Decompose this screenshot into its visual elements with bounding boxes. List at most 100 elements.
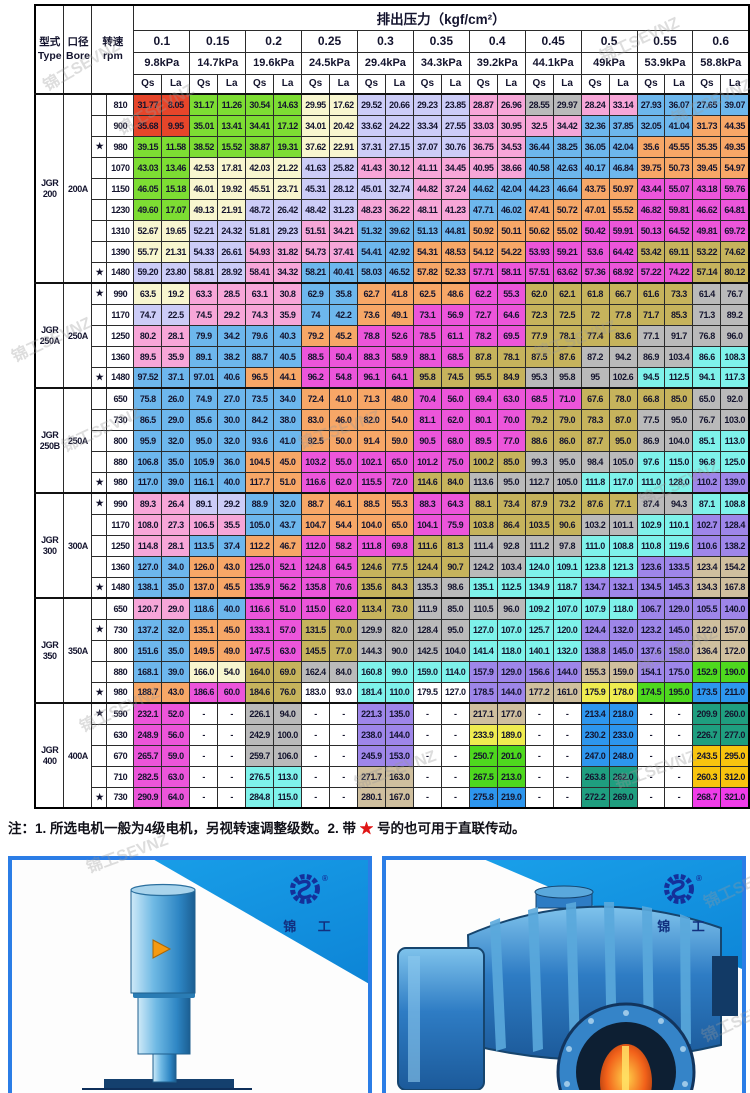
qs-cell: 45.31 [301,177,331,200]
la-cell: 321.0 [720,786,750,809]
qs-cell: 160.8 [356,660,386,683]
qs-cell: 116.6 [245,597,275,620]
qs-cell: 94.5 [636,366,666,389]
qs-cell: - [301,723,331,746]
la-cell: 233.0 [608,723,638,746]
bore-cell: 250A [63,282,93,389]
subcol-header: La [384,73,414,95]
la-cell: 105.0 [608,450,638,473]
header-speed: 转速 rpm [91,4,135,95]
la-cell: 50.97 [608,177,638,200]
la-cell: 45.55 [664,135,694,158]
qs-cell: 63.5 [133,282,163,305]
la-cell: 77.0 [496,429,526,452]
la-cell: 19.65 [161,219,191,242]
la-cell: 144.0 [552,660,582,683]
qs-cell: 72.3 [524,303,554,326]
qs-cell: 43.44 [636,177,666,200]
la-cell: 69.5 [496,324,526,347]
la-cell: 65.0 [384,513,414,536]
la-cell: - [664,723,694,746]
type-cell: JGR 200 [34,93,65,284]
la-cell: 29.2 [217,303,247,326]
la-cell: - [552,786,582,809]
brand-logo-text: 锦 工 [657,919,714,934]
spec-table-wrap: 型式 Type 口径 Bore 转速 rpm 排出压力（kgf/cm²） 0.1 0.15… [34,4,750,809]
qs-cell: 36.44 [524,135,554,158]
qs-cell: 53.93 [524,240,554,263]
footnote-text-2: 号的也可用于直联传动。 [377,821,526,836]
qs-cell: 135.8 [301,576,331,599]
star-cell [91,744,108,767]
subcol-header: Qs [692,73,722,95]
la-cell: 41.0 [273,429,303,452]
la-cell: 41.0 [329,387,358,410]
qs-cell: 110.6 [692,534,722,557]
qs-cell: 111.2 [524,534,554,557]
qs-cell: 42.03 [245,156,275,179]
la-cell: 175.0 [664,660,694,683]
la-cell: 17.62 [329,93,358,116]
la-cell: - [329,765,358,788]
bore-cell: 400A [63,702,93,809]
la-cell: - [664,744,694,767]
qs-cell: 96.8 [692,450,722,473]
qs-cell: 92.5 [301,429,331,452]
qs-cell: 48.42 [301,198,331,221]
star-cell: ★ [91,492,108,515]
la-cell: 70.0 [329,618,358,641]
la-cell: 39.07 [720,93,750,116]
star-cell [91,240,108,263]
star-cell: ★ [91,576,108,599]
la-cell: 39.62 [384,219,414,242]
subcol-header: Qs [636,73,666,95]
la-cell: 68.5 [440,345,470,368]
qs-cell: 123.6 [636,555,666,578]
brand-logo-text: 锦 工 [283,919,340,934]
la-cell: - [552,765,582,788]
la-cell: 55.02 [552,219,582,242]
qs-cell: 103.2 [301,450,331,473]
la-cell: 70.6 [329,576,358,599]
qs-cell: 78.2 [468,324,498,347]
qs-cell: 88.5 [301,345,331,368]
qs-cell: 159.0 [412,660,442,683]
table-row: 880 106.8 35.0 105.9 36.0 104.5 45.0 103.2 55.0 1… [35,450,750,473]
la-cell: 32.0 [273,492,303,515]
la-cell: 94.0 [273,702,303,725]
qs-cell: 88.1 [412,345,442,368]
la-cell: 129.0 [664,597,694,620]
qs-cell: 106.7 [636,597,666,620]
rpm-cell: 1170 [106,513,135,536]
kpa-header: 9.8kPa [133,51,191,75]
qs-cell: - [189,702,219,725]
la-cell: 40.6 [217,366,247,389]
qs-cell: 77.1 [636,324,666,347]
qs-cell: 123.8 [580,555,610,578]
la-cell: 26.61 [217,240,247,263]
qs-cell: 97.52 [133,366,163,389]
la-cell: 84.3 [384,576,414,599]
qs-cell: 33.62 [356,114,386,137]
la-cell: 37.4 [217,534,247,557]
rpm-cell: 800 [106,639,135,662]
la-cell: 52.0 [161,702,191,725]
qs-cell: 280.1 [356,786,386,809]
la-cell: 48.6 [440,282,470,305]
subcol-header: La [217,73,247,95]
la-cell: 69.8 [384,534,414,557]
qs-cell: 49.60 [133,198,163,221]
la-cell: 312.0 [720,765,750,788]
qs-cell: 96.1 [356,366,386,389]
la-cell: 17.81 [217,156,247,179]
qs-cell: 126.0 [189,555,219,578]
qs-cell: 103.2 [580,513,610,536]
rpm-cell: 1230 [106,198,135,221]
la-cell: 211.0 [720,681,750,704]
rpm-cell: 900 [106,114,135,137]
subcol-header: La [440,73,470,95]
qs-cell: 268.7 [692,786,722,809]
qs-cell: 177.2 [524,681,554,704]
star-cell: ★ [91,366,108,389]
la-cell: 159.0 [608,660,638,683]
